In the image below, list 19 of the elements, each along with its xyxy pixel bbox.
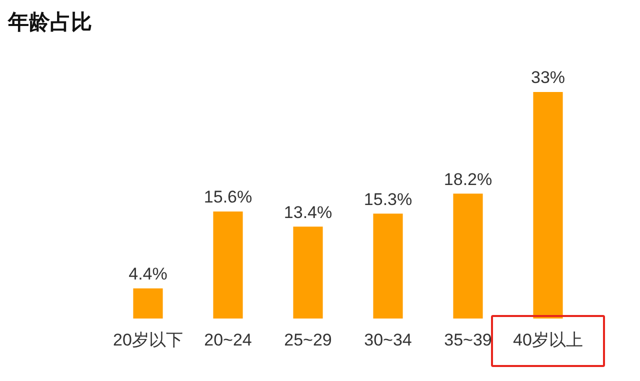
bar	[213, 212, 243, 319]
data-label: 4.4%	[128, 264, 168, 284]
bar	[293, 226, 323, 319]
x-tick-label: 40岁以上	[513, 330, 583, 350]
x-tick-label: 20岁以下	[113, 330, 183, 350]
bar	[453, 194, 483, 319]
chart-title: 年龄占比	[8, 10, 93, 36]
data-label: 15.6%	[204, 188, 252, 207]
data-label: 13.4%	[284, 202, 332, 222]
x-tick-label: 30~34	[364, 330, 412, 350]
x-tick-label: 35~39	[444, 330, 492, 350]
x-tick-label: 20~24	[204, 330, 252, 350]
x-tick-label: 25~29	[284, 330, 332, 350]
bar	[133, 288, 163, 319]
data-label: 18.2%	[444, 170, 492, 189]
data-label: 15.3%	[364, 190, 412, 209]
bar	[373, 214, 403, 319]
data-label: 33%	[530, 68, 566, 88]
bar	[533, 92, 563, 319]
